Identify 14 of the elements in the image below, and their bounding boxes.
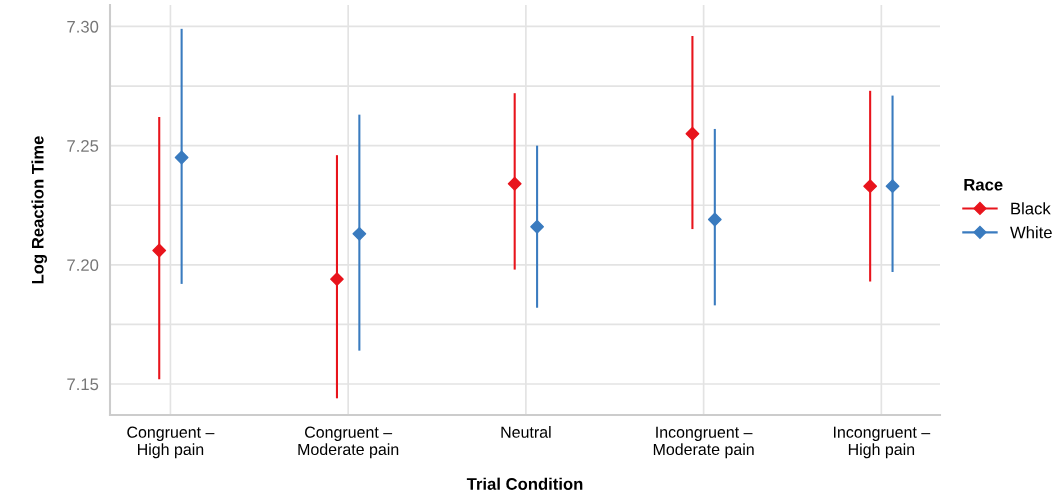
legend-label: White — [1010, 226, 1052, 239]
legend-title: Race — [964, 178, 1003, 191]
x-tick-label: Congruent – High pain — [127, 426, 215, 459]
y-tick-label: 7.25 — [67, 140, 99, 152]
x-tick-label: Incongruent – Moderate pain — [653, 426, 754, 459]
x-tick-label: Neutral — [501, 426, 551, 438]
y-tick-label: 7.30 — [67, 20, 99, 33]
x-axis-title: Trial Condition — [466, 477, 583, 490]
x-tick-label: Congruent – Moderate pain — [298, 426, 399, 459]
y-tick-label: 7.20 — [67, 259, 99, 272]
legend-label: Black — [1011, 202, 1051, 215]
x-tick-label: Incongruent – High pain — [833, 426, 931, 459]
y-axis-title: Log Reaction Time — [31, 136, 48, 284]
y-tick-label: 7.15 — [67, 378, 99, 391]
